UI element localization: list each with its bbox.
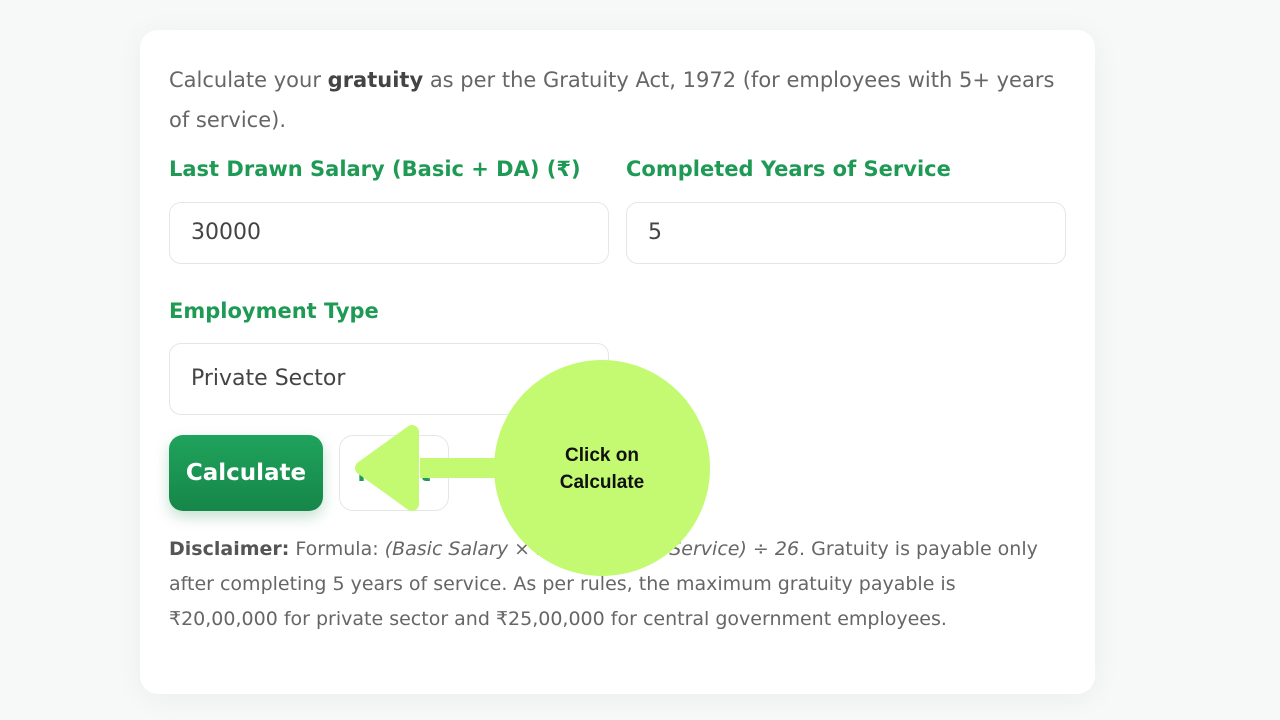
disclaimer: Disclaimer: Formula: (Basic Salary × 15 … (169, 532, 1069, 637)
intro-text: Calculate your gratuity as per the Gratu… (169, 60, 1069, 140)
salary-input[interactable]: 30000 (169, 202, 609, 264)
annotation-text: Click on Calculate (559, 445, 645, 493)
reset-button[interactable]: Reset (339, 435, 449, 511)
calculate-button[interactable]: Calculate (169, 435, 323, 511)
annotation-bubble: Click on Calculate (494, 360, 710, 576)
years-label: Completed Years of Service (626, 157, 951, 181)
salary-label: Last Drawn Salary (Basic + DA) (₹) (169, 157, 581, 181)
intro-bold: gratuity (327, 68, 424, 92)
disclaimer-label: Disclaimer: (169, 538, 290, 560)
intro-after: as per the Gratuity Act, 1972 (for emplo… (169, 68, 1055, 132)
disclaimer-pre: Formula: (289, 538, 385, 560)
years-input[interactable]: 5 (626, 202, 1066, 264)
disclaimer-text: . Gratuity is payable only after complet… (169, 538, 1038, 630)
employment-type-label: Employment Type (169, 299, 379, 323)
gratuity-calculator-card: Calculate your gratuity as per the Gratu… (140, 30, 1095, 694)
intro-before: Calculate your (169, 68, 328, 92)
